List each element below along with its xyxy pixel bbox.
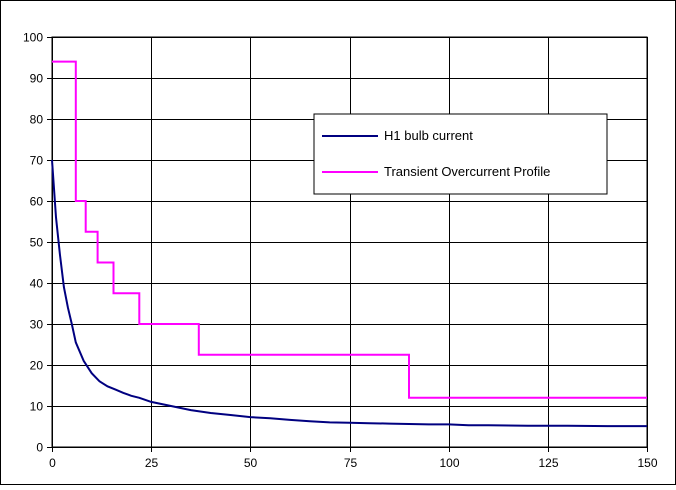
y-tick-label: 100 [23,31,43,45]
y-tick-label: 0 [36,441,43,455]
x-tick-label: 125 [538,456,558,470]
x-tick-label: 75 [344,456,358,470]
y-tick-label: 10 [30,400,44,414]
axes: 0 10 20 30 40 50 60 70 80 90 100 0 25 50 75 100 125 150 [23,31,658,471]
y-tick-label: 80 [30,113,44,127]
x-tick-label: 150 [637,456,657,470]
y-tick-label: 90 [30,72,44,86]
series-line-transient-overcurrent-profile [52,60,647,399]
legend-label-h1-bulb-current: H1 bulb current [384,128,473,143]
x-tick-label: 50 [244,456,258,470]
legend-label-transient-overcurrent-profile: Transient Overcurrent Profile [384,164,550,179]
x-tick-label: 0 [49,456,56,470]
x-tick-label: 100 [439,456,459,470]
y-tick-label: 40 [30,277,44,291]
legend-box [313,113,608,195]
series-line-h1-bulb-current [51,159,647,428]
x-tick-label: 25 [145,456,159,470]
y-tick-label: 20 [30,359,44,373]
y-tick-label: 50 [30,236,44,250]
series [51,60,647,428]
y-tick-label: 70 [30,154,44,168]
y-tick-label: 60 [30,195,44,209]
y-tick-label: 30 [30,318,44,332]
legend: H1 bulb current Transient Overcurrent Pr… [313,113,608,195]
